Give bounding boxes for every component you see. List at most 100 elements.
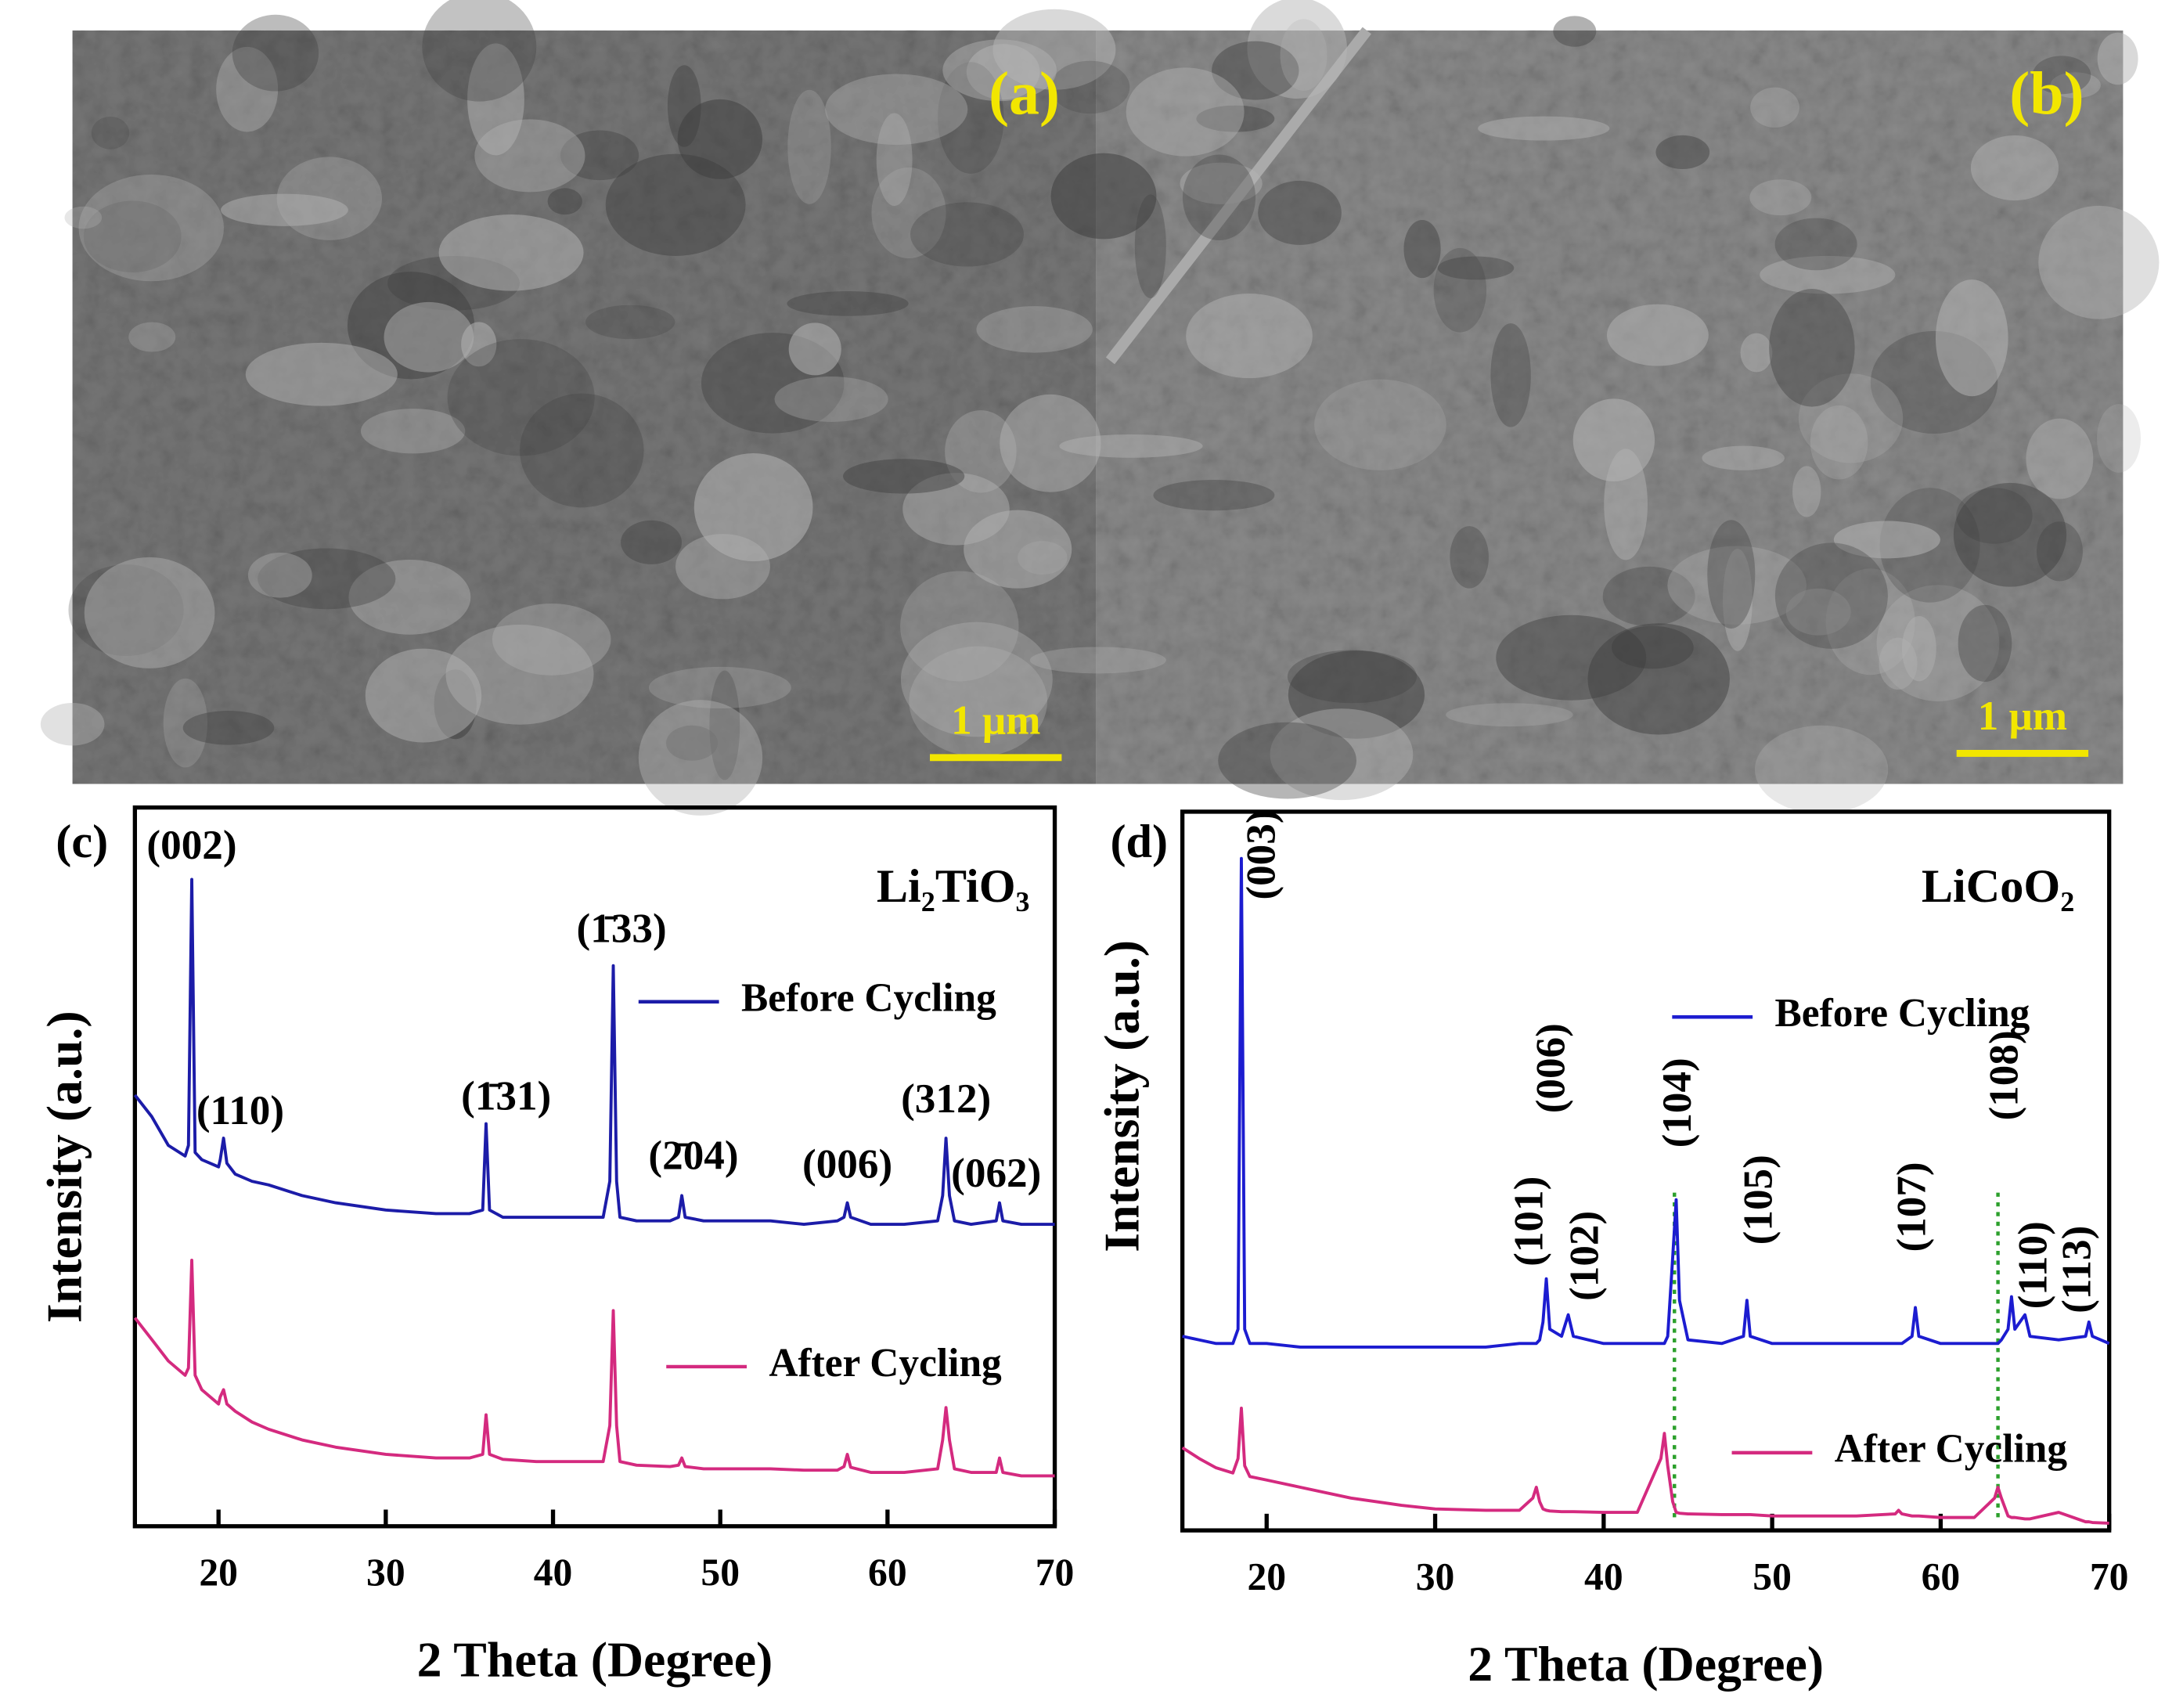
peak-label: (107) (1888, 1162, 1934, 1252)
sem-texture (1702, 445, 1785, 470)
sem-texture (1958, 604, 2012, 682)
sem-texture (1667, 546, 1807, 625)
sem-texture (438, 214, 584, 291)
sem-texture (1750, 87, 1799, 128)
sem-texture (976, 306, 1093, 353)
sem-texture (1247, 0, 1347, 99)
sem-texture (1490, 323, 1531, 427)
sem-texture (1186, 294, 1313, 379)
x-tick-label: 60 (1922, 1555, 1961, 1598)
sem-texture (909, 646, 1048, 757)
sem-texture (677, 99, 762, 179)
sem-texture (1810, 405, 1868, 480)
sem-image (72, 30, 1097, 784)
peak-label: (002) (146, 822, 236, 868)
sem-texture (221, 193, 348, 226)
sem-texture (182, 711, 275, 745)
sem-texture (1478, 116, 1610, 141)
sem-texture (445, 624, 594, 725)
sem-texture (1553, 16, 1597, 47)
x-tick-label: 60 (868, 1551, 907, 1594)
sem-texture (2097, 32, 2138, 85)
sem-texture (84, 557, 215, 668)
sem-texture (1433, 247, 1487, 333)
sem-texture (1000, 394, 1101, 492)
sem-texture (788, 323, 841, 376)
x-tick-label: 20 (199, 1551, 238, 1594)
sem-texture (1450, 526, 1489, 589)
sem-texture (1785, 588, 1851, 636)
sem-texture (1825, 568, 1915, 676)
sem-texture (2096, 404, 2141, 473)
peak-label: (062) (951, 1150, 1041, 1196)
sem-texture (825, 74, 968, 145)
sem-texture (843, 459, 965, 494)
sem-texture (1280, 19, 1327, 92)
sem-texture (232, 14, 319, 92)
x-axis-label: 2 Theta (Degree) (1468, 1636, 1824, 1692)
sem-texture (1749, 179, 1812, 216)
sem-texture (938, 62, 1004, 174)
sem-texture (64, 206, 103, 229)
sem-texture (347, 272, 475, 380)
peak-label: (003) (1237, 809, 1284, 899)
sem-texture (360, 409, 466, 454)
sem-texture (247, 553, 312, 598)
sem-texture (1218, 722, 1356, 799)
y-axis-label: Intensity (a.u.) (37, 1011, 92, 1323)
sem-texture (693, 453, 813, 562)
x-tick-label: 50 (701, 1551, 740, 1594)
sem-texture (1604, 449, 1648, 560)
legend-label: After Cycling (1835, 1427, 2068, 1472)
sem-texture (1496, 614, 1647, 701)
sem-texture (709, 670, 740, 780)
series-line (1181, 1407, 2109, 1525)
x-tick-label: 20 (1247, 1555, 1286, 1598)
sem-texture (1050, 153, 1157, 240)
peak-label: (105) (1735, 1155, 1781, 1245)
sem-texture (1050, 60, 1130, 114)
sem-texture (1018, 541, 1068, 575)
x-tick-label: 30 (366, 1551, 405, 1594)
chart-title: LiCoO₂ (1922, 860, 2075, 913)
scale-bar-label: 1 μm (951, 697, 1040, 743)
sem-texture (787, 291, 909, 316)
sem-texture (1774, 542, 1888, 649)
sem-texture (348, 559, 471, 635)
sem-texture (1879, 637, 1918, 690)
sem-texture (560, 130, 639, 181)
sem-texture (91, 116, 130, 150)
sem-texture (40, 702, 105, 746)
sem-texture (384, 301, 474, 373)
sem-texture (1740, 333, 1773, 373)
sem-texture (422, 0, 537, 102)
sem-texture (276, 157, 383, 240)
panel-label: (a) (989, 60, 1060, 128)
sem-texture (638, 700, 763, 816)
chart-title: Li₂TiO₃ (877, 860, 1030, 913)
sem-texture (1196, 105, 1275, 132)
peak-label: (312) (901, 1076, 991, 1122)
sem-texture (1707, 520, 1756, 629)
sem-texture (787, 89, 831, 204)
panel-label: (c) (56, 816, 108, 868)
sem-texture (1126, 67, 1245, 157)
sem-texture (216, 46, 279, 132)
sem-texture (78, 175, 225, 282)
sem-texture (902, 473, 1010, 546)
sem-texture (1723, 548, 1753, 651)
sem-texture (585, 304, 675, 340)
sem-texture (605, 153, 746, 256)
sem-panel-a (72, 30, 1097, 784)
sem-texture (900, 622, 1053, 737)
series-line (1182, 856, 2110, 1349)
x-tick-label: 40 (534, 1551, 573, 1594)
sem-texture (774, 377, 888, 422)
sem-texture (1876, 585, 2000, 701)
sem-texture (128, 322, 176, 352)
sem-texture (1956, 488, 2033, 544)
sem-texture (447, 339, 595, 456)
peak-label: (113) (2053, 1226, 2099, 1313)
sem-texture (1029, 647, 1166, 674)
